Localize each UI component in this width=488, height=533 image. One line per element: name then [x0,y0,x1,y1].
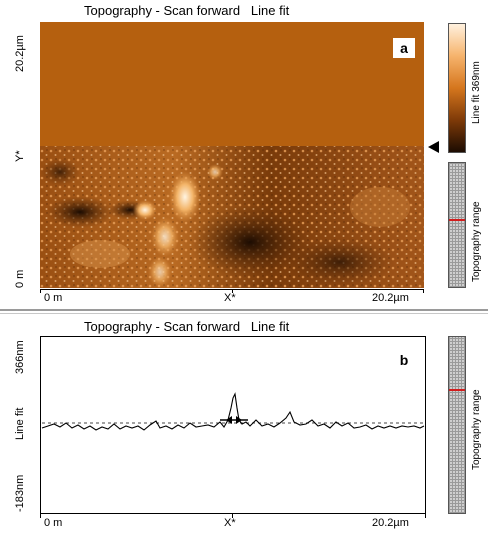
x-tick [425,514,426,518]
panel-a-x-right-label: 20.2µm [372,292,409,304]
panel-separator [0,309,488,311]
panel-b-y-mid-label: Line fit [14,407,26,440]
panel-a-y-mid-label: Y* [14,150,26,162]
profile-line [41,392,425,431]
topography-image [40,22,424,288]
cursor-arrow-left-icon [226,416,232,424]
panel-a-y-top-label: 20.2µm [14,35,26,72]
cursor-arrow-right-icon [236,416,242,424]
panel-b-x-left-label: 0 m [44,517,63,529]
range-indicator-a [449,219,465,221]
panel-b-y-bottom-label: -183nm [14,474,26,512]
x-tick [232,514,233,518]
colorbar [448,23,466,153]
panel-a-label: a [393,38,415,58]
panel-a-title: Topography - Scan forward Line fit [84,3,290,18]
panel-a-x-left-label: 0 m [44,292,63,304]
topography-range-bar-a[interactable] [448,162,466,288]
range-label-b: Topography range [471,389,482,470]
x-tick [423,289,424,293]
panel-b-x-right-label: 20.2µm [372,517,409,529]
panel-a-x-mid-label: X* [224,292,236,304]
x-tick [232,289,233,293]
scan-line-marker-icon[interactable] [428,141,440,153]
range-label-a: Topography range [471,201,482,282]
panel-separator-inner [0,313,488,314]
line-profile-plot [40,336,426,514]
panel-a-y-bottom-label: 0 m [14,269,26,288]
panel-b-title: Topography - Scan forward Line fit [84,319,290,334]
topography-range-bar-b[interactable] [448,336,466,514]
panel-b-x-mid-label: X* [224,517,236,529]
x-tick [40,289,41,293]
panel-b-y-top-label: 366nm [14,340,26,374]
range-indicator-b [449,389,465,391]
panel-b-label: b [393,350,415,370]
x-tick [40,514,41,518]
colorbar-label: Line fit 369nm [471,61,482,124]
